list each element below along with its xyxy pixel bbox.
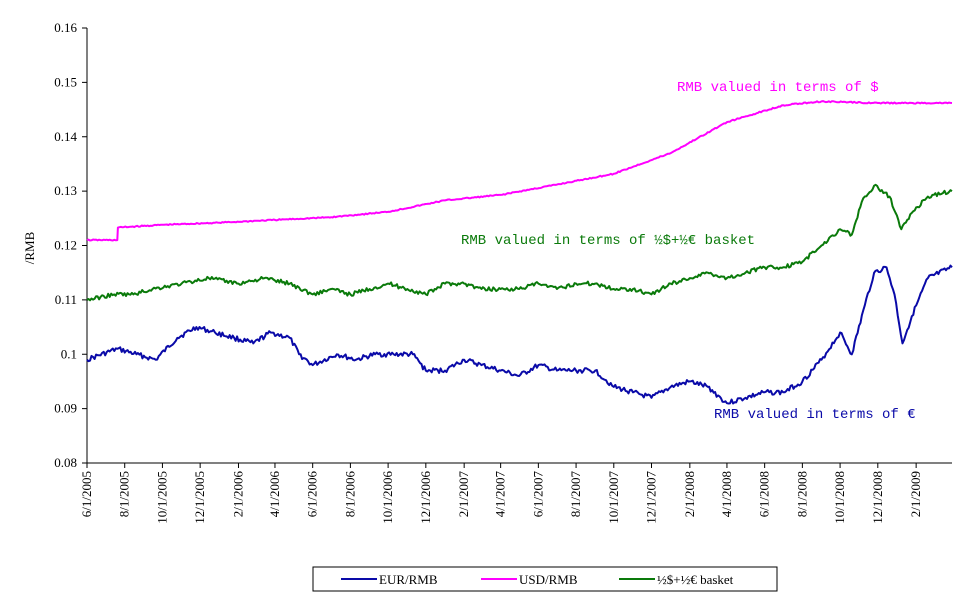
x-tick-label: 2/1/2006 (230, 471, 245, 518)
series-annotation: RMB valued in terms of € (714, 407, 916, 423)
x-tick-label: 10/1/2005 (154, 471, 169, 524)
y-tick-label: 0.08 (54, 455, 77, 470)
x-tick-label: 6/1/2005 (79, 471, 94, 517)
y-tick-label: 0.12 (54, 238, 77, 253)
series-line-0 (86, 264, 953, 405)
x-tick-label: 12/1/2008 (870, 471, 885, 524)
x-tick-label: 10/1/2007 (606, 471, 621, 524)
series-line-2 (86, 183, 953, 302)
y-tick-label: 0.09 (54, 401, 77, 416)
legend-label: USD/RMB (519, 572, 578, 587)
legend: EUR/RMB USD/RMB ½$+½€ basket (312, 566, 778, 592)
annotation-layer: RMB valued in terms of $ RMB valued in te… (461, 80, 916, 423)
y-tick-label: 0.13 (54, 183, 77, 198)
legend-label: ½$+½€ basket (657, 572, 734, 587)
series-annotation: RMB valued in terms of ½$+½€ basket (461, 233, 755, 249)
x-tick-label: 6/1/2007 (530, 471, 545, 518)
x-tick-label: 6/1/2008 (757, 471, 772, 517)
x-tick-label: 2/1/2009 (908, 471, 923, 517)
y-tick-label: 0.1 (61, 346, 77, 361)
x-tick-label: 2/1/2007 (456, 471, 471, 518)
x-tick-label: 12/1/2007 (644, 471, 659, 524)
y-tick-label: 0.15 (54, 74, 77, 89)
y-tick-label: 0.14 (54, 129, 77, 144)
x-tick-label: 4/1/2007 (493, 471, 508, 518)
x-tick-label: 4/1/2006 (267, 471, 282, 518)
x-tick-label: 8/1/2008 (794, 471, 809, 517)
y-axis-label: /RMB (22, 231, 37, 264)
series-layer (86, 100, 953, 405)
x-tick-label: 2/1/2008 (682, 471, 697, 517)
series-line-1 (86, 100, 953, 242)
y-tick-label: 0.16 (54, 20, 77, 35)
axes: 0.08 0.09 0.1 0.11 0.12 0.13 0.14 0.15 0.16 6/1/2… (54, 20, 952, 524)
x-tick-label: 12/1/2005 (192, 471, 207, 524)
x-tick-label: 8/1/2007 (568, 471, 583, 518)
legend-box (312, 566, 778, 592)
x-tick-label: 8/1/2006 (342, 471, 357, 518)
x-tick-label: 8/1/2005 (117, 471, 132, 517)
x-tick-label: 6/1/2006 (305, 471, 320, 518)
x-tick-label: 10/1/2006 (380, 471, 395, 524)
y-tick-label: 0.11 (55, 292, 77, 307)
x-tick-label: 10/1/2008 (832, 471, 847, 524)
x-tick-label: 4/1/2008 (719, 471, 734, 517)
x-tick-label: 12/1/2006 (418, 471, 433, 524)
legend-label: EUR/RMB (379, 572, 438, 587)
series-annotation: RMB valued in terms of $ (677, 80, 879, 96)
